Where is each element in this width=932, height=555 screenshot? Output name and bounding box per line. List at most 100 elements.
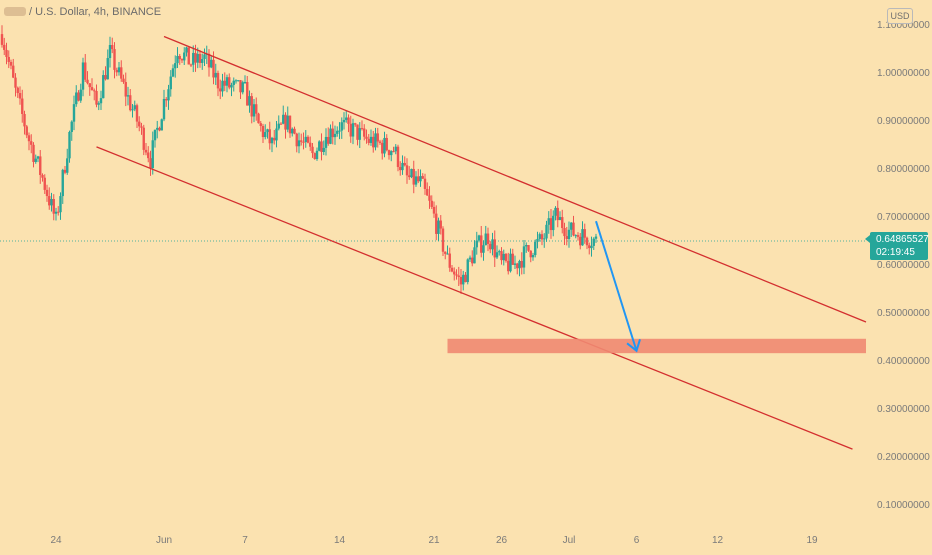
candle-body-down — [549, 218, 553, 231]
y-tick-label: 0.20000000 — [877, 452, 930, 463]
candle-body-down — [439, 220, 442, 229]
candle-body-up — [153, 129, 157, 141]
candle-body-up — [106, 58, 109, 80]
candle-body-down — [23, 113, 26, 127]
x-tick-label: 12 — [712, 535, 724, 546]
candle-body-down — [259, 123, 262, 127]
candle-body-down — [88, 83, 91, 88]
candle-body-down — [104, 75, 107, 80]
candle-body-up — [270, 137, 274, 144]
candle-body-up — [536, 238, 539, 242]
candle-body-up — [477, 235, 481, 241]
candle-body-down — [239, 80, 242, 93]
candle-body-down — [563, 228, 566, 237]
candle-body-down — [219, 88, 222, 92]
candle-body-up — [34, 158, 37, 162]
y-tick-label: 0.80000000 — [877, 164, 930, 175]
candle-body-up — [554, 207, 557, 216]
candle-body-down — [279, 123, 283, 125]
candle-body-up — [176, 55, 179, 64]
candle-body-down — [135, 105, 139, 122]
candle-body-down — [115, 69, 118, 73]
candle-body-down — [142, 127, 145, 150]
candle-body-up — [558, 217, 562, 221]
candle-body-up — [108, 45, 112, 59]
candle-body-up — [437, 220, 440, 234]
candle-body-down — [149, 158, 152, 169]
candle-body-up — [50, 198, 53, 206]
candle-body-down — [255, 104, 258, 114]
candle-body-up — [297, 140, 301, 147]
candle-body-up — [513, 263, 517, 265]
candle-body-down — [441, 228, 445, 252]
candle-body-down — [295, 133, 298, 147]
candle-body-up — [275, 128, 278, 141]
candle-body-up — [68, 131, 71, 159]
candle-body-down — [95, 91, 98, 105]
symbol-logo-icon — [4, 7, 26, 16]
candle-body-down — [207, 53, 211, 68]
candle-body-down — [432, 206, 436, 214]
candle-body-up — [160, 119, 163, 131]
candle-body-down — [354, 123, 357, 125]
candle-body-up — [358, 128, 361, 140]
channel-lower-line — [96, 146, 853, 450]
candle-body-up — [162, 99, 166, 120]
candle-body-up — [369, 136, 373, 143]
candle-body-up — [225, 77, 229, 86]
candle-body-down — [489, 243, 492, 250]
x-tick-label: 6 — [634, 535, 640, 546]
candle-body-down — [41, 175, 44, 178]
candle-body-down — [471, 257, 474, 264]
candle-body-down — [124, 82, 127, 97]
candle-body-down — [187, 47, 190, 65]
candle-body-down — [480, 235, 483, 253]
candle-body-down — [381, 142, 384, 154]
candle-body-up — [221, 80, 224, 92]
candle-body-down — [511, 253, 514, 265]
y-tick-label: 0.60000000 — [877, 260, 930, 271]
candle-body-up — [196, 53, 199, 63]
y-tick-label: 0.90000000 — [877, 116, 930, 127]
bar-countdown: 02:19:45 — [876, 247, 915, 258]
candle-body-down — [273, 137, 276, 141]
x-tick-label: 24 — [50, 535, 62, 546]
candle-body-up — [234, 80, 238, 82]
candle-body-down — [165, 99, 168, 101]
candle-body-up — [264, 132, 267, 138]
candle-body-down — [387, 150, 391, 156]
candle-body-up — [491, 239, 494, 250]
y-tick-label: 0.30000000 — [877, 404, 930, 415]
candle-body-up — [183, 52, 186, 61]
candle-body-down — [302, 141, 305, 143]
candle-body-up — [498, 251, 501, 253]
x-tick-label: 21 — [428, 535, 440, 546]
candle-body-down — [84, 62, 87, 80]
candle-body-down — [392, 151, 395, 153]
candle-body-up — [61, 169, 64, 197]
candle-body-up — [345, 117, 348, 120]
candle-body-down — [113, 49, 116, 70]
candle-body-down — [138, 121, 141, 127]
x-tick-label: Jun — [156, 535, 172, 546]
candle-body-down — [32, 144, 35, 162]
badge-pointer-icon — [865, 235, 870, 243]
candle-body-up — [543, 238, 546, 240]
candle-body-down — [372, 136, 375, 148]
candle-body-up — [419, 176, 422, 182]
candle-body-up — [590, 245, 593, 249]
candle-body-up — [552, 215, 555, 231]
currency-button[interactable]: USD — [887, 8, 913, 24]
candle-body-down — [423, 178, 427, 189]
candle-body-down — [86, 79, 89, 84]
candle-body-down — [228, 77, 231, 88]
candle-body-down — [313, 153, 316, 160]
candle-body-down — [261, 126, 265, 138]
candle-body-up — [171, 68, 175, 77]
candle-body-down — [367, 138, 370, 143]
candle-body-down — [540, 234, 544, 240]
candle-body-down — [408, 175, 411, 178]
candle-body-down — [450, 267, 454, 272]
candle-body-down — [356, 124, 359, 140]
